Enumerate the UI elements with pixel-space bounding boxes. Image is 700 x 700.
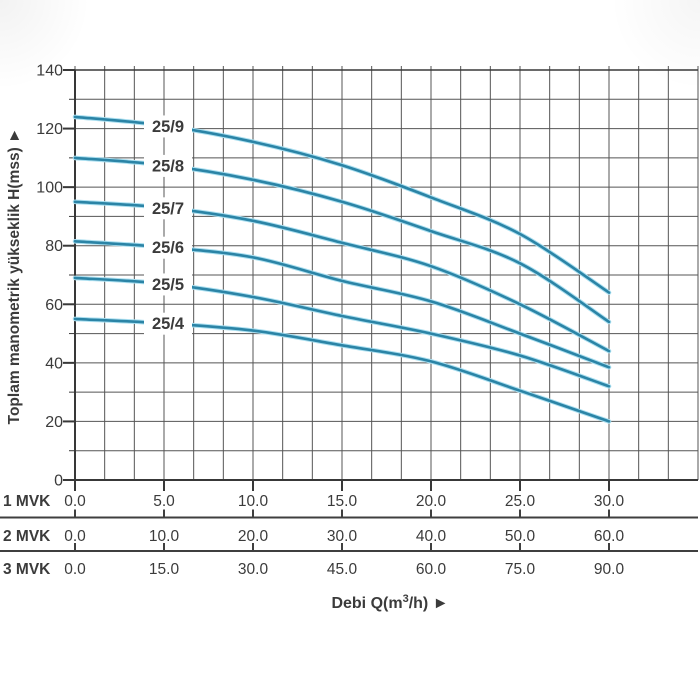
curve-label-box-25-6	[144, 236, 192, 259]
x-tick-label-row3: 0.0	[64, 561, 86, 578]
y-tick-label: 100	[36, 180, 63, 197]
x-tick-label-row2: 0.0	[64, 528, 86, 545]
x-tick-label-row2: 10.0	[149, 528, 180, 545]
x-tick-label-row1: 0.0	[64, 493, 86, 510]
row-label-1-mvk: 1 MVK	[3, 493, 51, 510]
x-tick-label-row3: 75.0	[505, 561, 536, 578]
x-tick-label-row3: 60.0	[416, 561, 447, 578]
y-axis-title: Toplam manometrik yükseklik H(mss) ►	[6, 128, 23, 425]
curve-label-25-9: 25/9	[152, 118, 184, 136]
x-tick-label-row2: 50.0	[505, 528, 536, 545]
curve-label-25-7: 25/7	[152, 200, 184, 218]
x-tick-label-row1: 15.0	[327, 493, 358, 510]
curve-label-25-6: 25/6	[152, 239, 184, 257]
x-tick-label-row1: 20.0	[416, 493, 447, 510]
curve-label-box-25-7	[144, 197, 192, 220]
row-label-2-mvk: 2 MVK	[3, 528, 51, 545]
curve-label-box-25-4	[144, 312, 192, 335]
y-tick-label: 80	[45, 238, 63, 255]
y-tick-label: 140	[36, 63, 63, 80]
y-tick-label: 0	[54, 473, 63, 490]
x-tick-label-row2: 40.0	[416, 528, 447, 545]
x-tick-label-row2: 30.0	[327, 528, 358, 545]
x-axis-title: Debi Q(m3/h) ►	[331, 593, 448, 612]
y-tick-label: 40	[45, 355, 63, 372]
curve-label-box-25-9	[144, 115, 192, 138]
curve-label-box-25-8	[144, 154, 192, 177]
x-tick-label-row3: 30.0	[238, 561, 269, 578]
x-tick-label-row2: 20.0	[238, 528, 269, 545]
x-tick-label-row1: 25.0	[505, 493, 536, 510]
x-tick-label-row2: 60.0	[594, 528, 625, 545]
curve-label-25-5: 25/5	[152, 276, 184, 294]
curve-label-25-4: 25/4	[152, 315, 185, 333]
x-tick-label-row1: 30.0	[594, 493, 625, 510]
curve-label-box-25-5	[144, 273, 192, 296]
x-tick-label-row3: 15.0	[149, 561, 180, 578]
y-tick-label: 20	[45, 414, 63, 431]
x-tick-label-row3: 90.0	[594, 561, 625, 578]
x-tick-label-row1: 5.0	[153, 493, 175, 510]
x-tick-label-row3: 45.0	[327, 561, 358, 578]
y-tick-label: 60	[45, 297, 63, 314]
row-label-3-mvk: 3 MVK	[3, 561, 51, 578]
curve-label-25-8: 25/8	[152, 157, 184, 175]
x-tick-label-row1: 10.0	[238, 493, 269, 510]
y-tick-label: 120	[36, 121, 63, 138]
